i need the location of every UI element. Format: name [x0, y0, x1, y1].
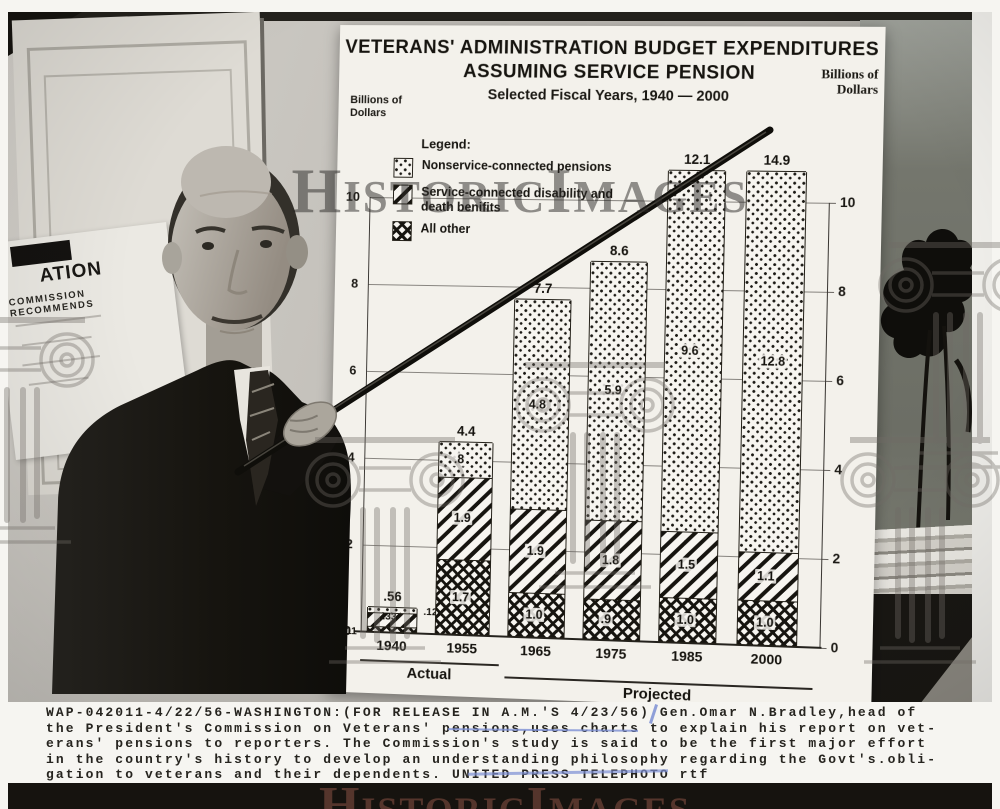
bottom-dark-strip: [8, 783, 992, 809]
y-tick-label-right: 2: [832, 551, 841, 567]
y-tick-label-right: 10: [839, 194, 856, 211]
bar-value-label: 1.9: [524, 543, 547, 559]
bar-value-label: 1.1: [754, 568, 777, 584]
bar-value-label: 1.0: [753, 615, 776, 631]
caption-area: WAP-042011-4/22/56-WASHINGTON:(FOR RELEA…: [8, 702, 992, 783]
stripes-pattern-swatch: [392, 184, 413, 205]
x-tick-label: 1955: [446, 639, 478, 657]
poster-text-line: [21, 335, 92, 347]
bar-value-label: .8: [451, 452, 467, 467]
legend-item: Service-connected disability and death b…: [392, 184, 640, 217]
caption-line: in the country's history to develop an u…: [46, 751, 938, 767]
bar-total-label: .56: [383, 589, 402, 605]
x-tick-label: 1975: [595, 644, 627, 662]
y-tick-label-left: 8: [351, 275, 359, 291]
bar-total-label: 14.9: [763, 152, 791, 168]
legend-label: Nonservice-connected pensions: [421, 158, 612, 175]
bar-value-label: 9.6: [679, 343, 701, 359]
poster-subtitle: COMMISSION RECOMMENDS: [8, 288, 95, 320]
photo-top-edge: [8, 12, 992, 21]
x-tick-label: 1940: [376, 636, 407, 654]
y-tick-right: [825, 380, 833, 383]
background-poster: ATION COMMISSION RECOMMENDS: [8, 221, 193, 461]
bar-value-label: 4.8: [526, 397, 549, 412]
legend-label: Service-connected disability and death b…: [420, 184, 614, 215]
bar-1955: [434, 441, 494, 637]
y-axis-left: [360, 197, 371, 632]
y-tick-label-left: 2: [345, 536, 353, 552]
poster-text-line: [28, 376, 89, 386]
bar-value-label: .11: [343, 624, 358, 637]
bar-value-label: .9: [598, 612, 614, 627]
bar-1985: [658, 169, 727, 645]
caption-line: gation to veterans and their dependents.…: [46, 767, 710, 783]
chart-board: VETERANS' ADMINISTRATION BUDGET EXPENDIT…: [326, 25, 886, 702]
bar-1975: [582, 260, 648, 642]
y-tick-label-right: 4: [834, 462, 843, 478]
bar-total-label: 8.6: [609, 242, 629, 258]
x-tick-label: 1985: [671, 647, 703, 665]
y-tick-right: [823, 469, 831, 472]
group-label-actual: Actual: [406, 664, 452, 684]
y-axis-label-right: Billions of Dollars: [821, 66, 879, 97]
y-tick-label-right: 6: [836, 372, 845, 389]
legend-item: Nonservice-connected pensions: [393, 157, 640, 181]
x-tick-label: 2000: [750, 650, 783, 668]
bar-value-label: 1.7: [449, 589, 472, 605]
legend-title: Legend:: [421, 136, 471, 152]
fireplace-opening: [860, 594, 976, 702]
segment-nonservice-pensions: [438, 441, 493, 478]
bar-value-label: 1.0: [523, 607, 545, 623]
legend-label: All other: [420, 220, 471, 236]
y-tick-right: [828, 202, 836, 204]
bar-total-label: 7.7: [533, 281, 553, 297]
dots-pattern-swatch: [393, 157, 414, 178]
y-tick-label-left: 6: [349, 362, 357, 378]
caption-text: WAP-042011-4/22/56-WASHINGTON:(FOR RELEA…: [46, 705, 937, 783]
poster-text-line: [22, 355, 101, 367]
bar-value-label: 1.9: [451, 511, 473, 526]
bar-total-label: 4.4: [456, 423, 476, 440]
check-pattern-swatch: [392, 220, 412, 241]
y-tick-label-right: 8: [838, 283, 846, 300]
y-tick-label-right: 0: [830, 640, 839, 656]
caption-line: the President's Commission on Veterans' …: [46, 720, 938, 736]
bar-value-label: 12.8: [758, 353, 788, 369]
y-axis-right: [819, 202, 830, 648]
y-tick-right: [821, 558, 829, 561]
legend-item: All other: [392, 220, 639, 244]
photograph: ATION COMMISSION RECOMMENDS VETERANS' AD…: [8, 12, 992, 702]
bar-value-label: .33: [382, 610, 397, 623]
x-tick-label: 1965: [520, 642, 552, 660]
y-tick-label-left: 4: [347, 449, 355, 465]
caption-line: erans' pensions to reporters. The Commis…: [46, 736, 928, 752]
y-tick-label-left: 10: [345, 188, 361, 204]
chart-title-line2: ASSUMING SERVICE PENSION: [462, 61, 756, 84]
segment-all-other: [367, 625, 417, 633]
bar-value-label: 1.8: [599, 552, 622, 568]
chart-title-line1: VETERANS' ADMINISTRATION BUDGET EXPENDIT…: [345, 36, 880, 61]
photo-right-margin: [972, 12, 992, 702]
bar-value-label: 1.5: [675, 557, 698, 573]
bar-value-label: 5.9: [602, 383, 624, 398]
bar-1965: [507, 298, 572, 639]
floor-corner: [920, 632, 976, 702]
y-tick-right: [826, 291, 835, 293]
bar-total-label: 12.1: [683, 151, 711, 168]
chart-legend: Legend: Nonservice-connected pensions Se…: [392, 136, 641, 244]
chart-subtitle: Selected Fiscal Years, 1940 — 2000: [487, 87, 730, 105]
bar-value-label: 1.0: [674, 612, 697, 628]
caption-line: WAP-042011-4/22/56-WASHINGTON:(FOR RELEA…: [46, 705, 918, 720]
